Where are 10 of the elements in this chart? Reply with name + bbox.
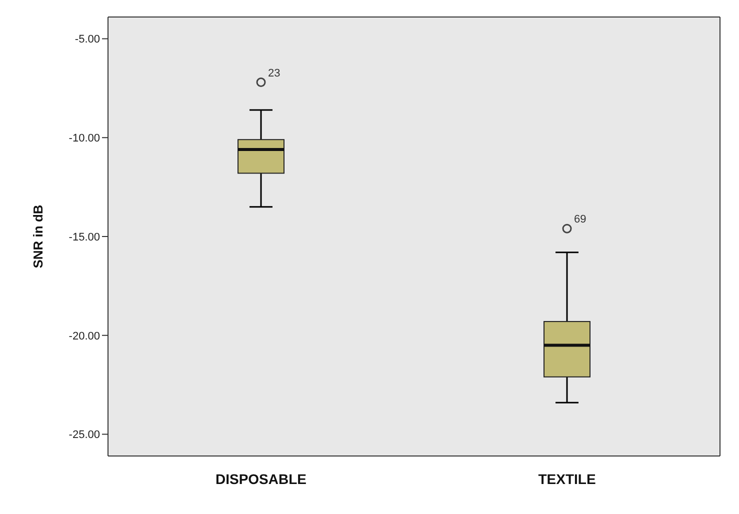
x-tick-label: DISPOSABLE — [215, 470, 307, 487]
y-tick-label: -10.00 — [68, 132, 100, 145]
y-axis-title: SNR in dB — [30, 204, 46, 268]
y-tick-label: -25.00 — [68, 429, 100, 442]
y-tick-label: -20.00 — [68, 330, 100, 342]
y-tick-label: -15.00 — [68, 231, 100, 244]
x-tick-label: TEXTILE — [538, 470, 596, 487]
y-tick-label: -5.00 — [74, 34, 100, 46]
annotation: 69 — [574, 214, 586, 226]
annotation: 23 — [268, 67, 280, 80]
